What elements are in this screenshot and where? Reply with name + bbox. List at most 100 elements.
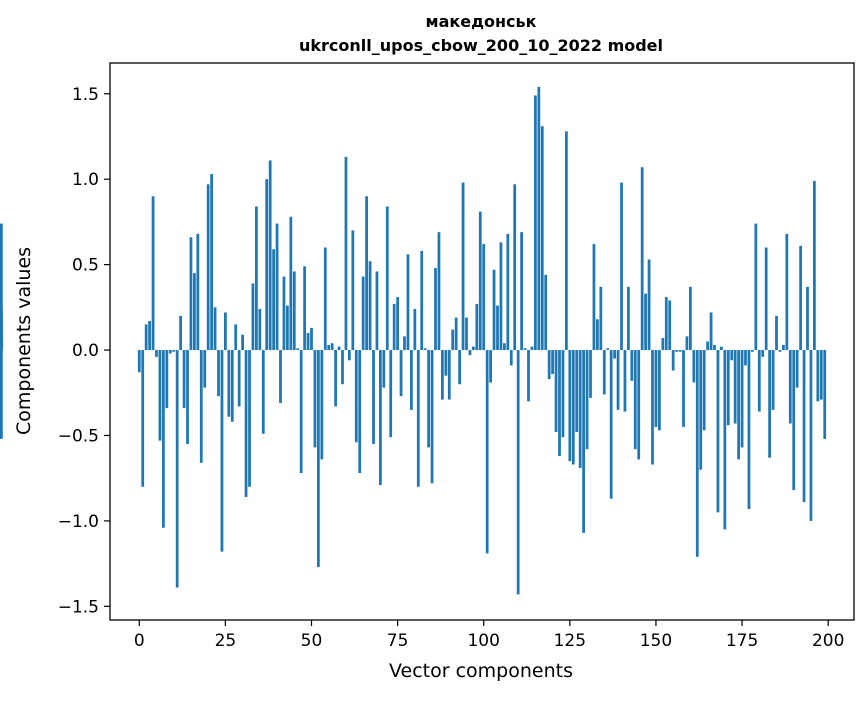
x-tick-label: 50: [301, 631, 323, 651]
bar: [361, 276, 365, 351]
chart-subtitle: ukrconll_upos_cbow_200_10_2022 model: [299, 36, 663, 55]
y-tick-label: 1.5: [72, 85, 99, 105]
y-tick-label: −0.5: [58, 426, 99, 446]
bar: [148, 321, 151, 351]
bar: [382, 350, 386, 388]
bar: [358, 350, 362, 474]
bar: [406, 254, 410, 351]
bar: [189, 237, 193, 351]
bar: [244, 350, 248, 497]
bar: [747, 350, 751, 509]
bar: [540, 126, 544, 351]
bar: [230, 350, 234, 422]
bar: [165, 350, 169, 409]
bar: [596, 319, 599, 351]
bar: [286, 305, 289, 351]
bar: [496, 305, 499, 351]
bar: [434, 268, 437, 351]
x-tick-label: 125: [554, 631, 586, 651]
bar: [761, 350, 765, 357]
bar: [709, 312, 713, 351]
bar: [782, 344, 785, 351]
bar: [682, 350, 685, 427]
bar: [664, 297, 668, 351]
bar: [644, 293, 647, 351]
bar: [255, 206, 258, 351]
bar: [389, 350, 393, 438]
bar: [516, 350, 520, 595]
bar: [637, 350, 641, 460]
bar: [661, 338, 665, 351]
bar: [599, 286, 603, 351]
bar: [303, 266, 306, 351]
bar: [792, 350, 796, 491]
x-tick-label: 175: [726, 631, 758, 651]
bar: [137, 350, 141, 373]
bar: [806, 286, 809, 351]
bar: [620, 182, 623, 351]
bar: [151, 196, 155, 351]
bar: [485, 350, 489, 554]
bar: [751, 350, 754, 352]
bar: [699, 350, 703, 470]
bar: [492, 269, 496, 351]
bar: [186, 350, 189, 445]
x-tick-label: 25: [215, 631, 237, 651]
bar: [182, 350, 186, 409]
bar: [509, 350, 513, 366]
bar: [547, 350, 551, 380]
bar: [554, 350, 558, 433]
bar: [551, 350, 554, 374]
bar: [423, 348, 427, 351]
bar: [520, 232, 523, 351]
bar: [396, 297, 399, 351]
bar: [678, 350, 682, 352]
bar: [571, 350, 575, 465]
bar: [420, 250, 424, 351]
bar: [523, 348, 527, 351]
bar: [716, 350, 720, 513]
bar: [461, 182, 465, 351]
bar: [640, 167, 644, 351]
bar: [819, 350, 823, 400]
bar: [354, 350, 358, 443]
bar: [330, 343, 334, 351]
bar: [568, 350, 572, 462]
bar: [327, 344, 331, 351]
bar: [658, 350, 661, 431]
y-axis-label: Components values: [13, 247, 35, 435]
x-tick-label: 150: [640, 631, 672, 651]
bar: [317, 350, 320, 568]
bar: [320, 350, 324, 460]
bar: [754, 223, 758, 351]
bar: [816, 350, 820, 402]
bar: [565, 131, 568, 351]
bar: [379, 350, 382, 486]
bar: [647, 259, 651, 351]
bar: [465, 317, 468, 351]
bar: [654, 350, 658, 427]
bar: [585, 350, 589, 450]
bar: [651, 350, 654, 465]
bar: [723, 350, 727, 530]
bar: [289, 216, 293, 351]
bar: [199, 350, 203, 463]
bar: [788, 350, 792, 424]
x-tick-label: 200: [812, 631, 844, 651]
bar: [306, 332, 310, 351]
bar: [234, 324, 238, 351]
bar: [744, 350, 747, 366]
bar: [437, 232, 441, 351]
bar: [675, 350, 678, 352]
bar: [771, 350, 775, 410]
bar: [503, 343, 506, 351]
bar: [203, 350, 207, 388]
bar: [348, 350, 351, 361]
bar: [537, 86, 541, 351]
bar: [217, 350, 220, 397]
bar: [489, 350, 492, 383]
bar: [592, 244, 596, 351]
bar: [506, 233, 510, 351]
bar: [695, 350, 699, 557]
